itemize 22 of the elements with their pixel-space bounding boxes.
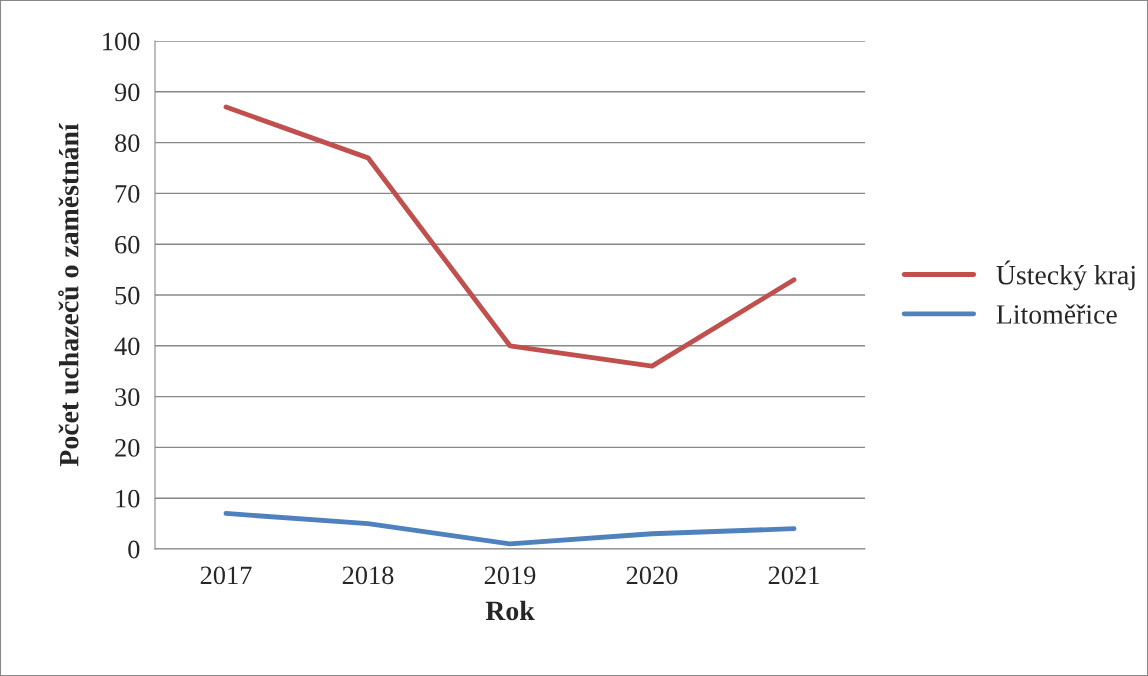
y-tick-label: 70 (115, 185, 140, 203)
x-tick-label: 2017 (200, 566, 252, 585)
y-tick-label: 100 (103, 32, 140, 51)
y-tick-label: 90 (114, 83, 140, 102)
line-series (223, 104, 797, 369)
x-tick-label: 2018 (342, 566, 394, 585)
line-series (223, 511, 797, 547)
y-tick-label: 80 (115, 134, 140, 153)
x-tick-label: 2021 (768, 566, 819, 585)
y-tick-label: 20 (115, 439, 140, 457)
x-axis-title: Rok (485, 600, 535, 621)
y-tick-label: 10 (116, 489, 140, 508)
y-tick-label: 60 (115, 235, 140, 254)
legend-label: Litoměřice (996, 304, 1117, 324)
y-tick-label: 50 (115, 286, 140, 305)
x-tick-label: 2020 (626, 566, 678, 585)
y-axis-title: Počet uchazečů o zaměstnání (58, 123, 79, 467)
legend-label: Ústecký kraj (996, 260, 1135, 291)
x-tick-label: 2019 (484, 566, 536, 585)
y-tick-label: 0 (128, 540, 140, 559)
y-tick-label: 30 (115, 388, 140, 407)
y-tick-label: 40 (114, 337, 140, 356)
